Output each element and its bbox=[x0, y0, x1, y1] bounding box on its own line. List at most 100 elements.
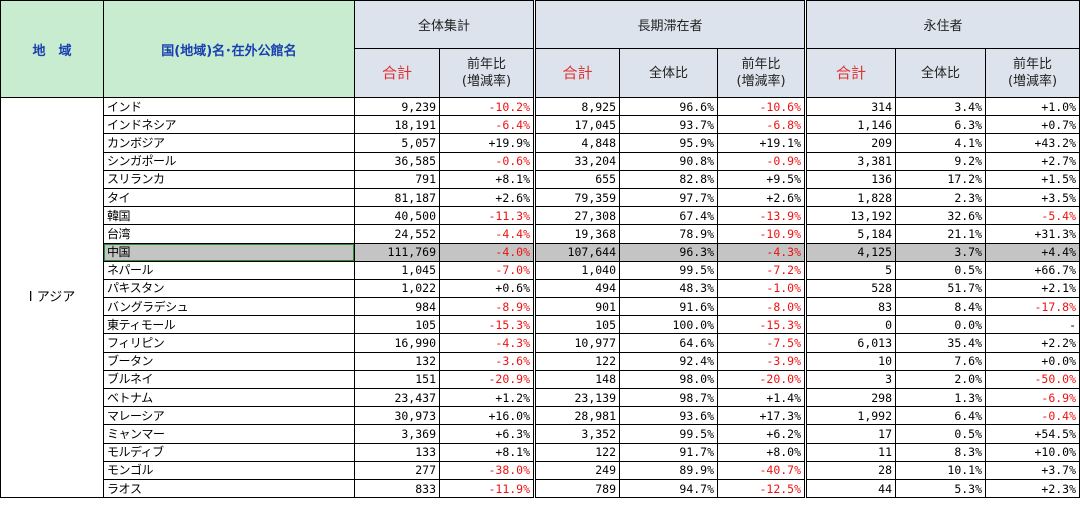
long-stay-share-cell[interactable]: 96.3% bbox=[619, 242, 719, 262]
country-name-cell[interactable]: 中国 bbox=[103, 242, 355, 262]
permanent-share-cell[interactable]: 35.4% bbox=[895, 333, 987, 353]
long-stay-share-cell[interactable]: 95.9% bbox=[619, 133, 719, 153]
permanent-share-cell[interactable]: 51.7% bbox=[895, 278, 987, 299]
table-row[interactable]: パキスタン 1,022 +0.6% 494 48.3% -1.0% 528 51.7% +2.1… bbox=[1, 278, 1080, 299]
long-stay-share-cell[interactable]: 99.5% bbox=[619, 260, 719, 280]
table-row[interactable]: ブータン 132 -3.6% 122 92.4% -3.9% 10 7.6% +0.0% bbox=[1, 351, 1080, 371]
total-yoy-cell[interactable]: -20.9% bbox=[438, 369, 536, 390]
permanent-value-cell[interactable]: 28 bbox=[804, 460, 897, 480]
total-value-cell[interactable]: 791 bbox=[354, 169, 440, 189]
long-stay-yoy-cell[interactable]: -7.5% bbox=[717, 333, 807, 353]
total-value-cell[interactable]: 81,187 bbox=[354, 187, 440, 208]
total-yoy-cell[interactable]: -38.0% bbox=[438, 460, 536, 480]
total-yoy-cell[interactable]: +8.1% bbox=[438, 442, 536, 462]
permanent-value-cell[interactable]: 136 bbox=[804, 169, 897, 189]
table-row[interactable]: ベトナム 23,437 +1.2% 23,139 98.7% +1.4% 298 1.3% -6… bbox=[1, 387, 1080, 408]
permanent-value-cell[interactable]: 11 bbox=[804, 442, 897, 462]
long-stay-value-cell[interactable]: 789 bbox=[533, 478, 621, 499]
total-yoy-cell[interactable]: +19.9% bbox=[438, 133, 536, 153]
permanent-yoy-cell[interactable]: +4.4% bbox=[985, 242, 1080, 262]
country-name-cell[interactable]: マレーシア bbox=[103, 406, 355, 426]
long-stay-value-cell[interactable]: 28,981 bbox=[533, 406, 621, 426]
permanent-value-cell[interactable]: 83 bbox=[804, 297, 897, 317]
total-value-cell[interactable]: 133 bbox=[354, 442, 440, 462]
country-name-cell[interactable]: フィリピン bbox=[103, 333, 355, 353]
long-stay-yoy-cell[interactable]: -1.0% bbox=[717, 278, 807, 299]
permanent-value-cell[interactable]: 5,184 bbox=[804, 224, 897, 244]
long-stay-yoy-cell[interactable]: -6.8% bbox=[717, 115, 807, 135]
permanent-yoy-cell[interactable]: +1.0% bbox=[985, 96, 1080, 117]
permanent-share-cell[interactable]: 8.4% bbox=[895, 297, 987, 317]
long-stay-share-cell[interactable]: 99.5% bbox=[619, 424, 719, 444]
total-yoy-cell[interactable]: -11.3% bbox=[438, 206, 536, 226]
total-yoy-cell[interactable]: +8.1% bbox=[438, 169, 536, 189]
permanent-yoy-cell[interactable]: +2.1% bbox=[985, 278, 1080, 299]
country-name-cell[interactable]: ブータン bbox=[103, 351, 355, 371]
permanent-yoy-cell[interactable]: +10.0% bbox=[985, 442, 1080, 462]
long-stay-value-cell[interactable]: 4,848 bbox=[533, 133, 621, 153]
permanent-share-cell[interactable]: 7.6% bbox=[895, 351, 987, 371]
total-value-cell[interactable]: 277 bbox=[354, 460, 440, 480]
permanent-yoy-cell[interactable]: -17.8% bbox=[985, 297, 1080, 317]
total-value-cell[interactable]: 30,973 bbox=[354, 406, 440, 426]
permanent-share-cell[interactable]: 6.4% bbox=[895, 406, 987, 426]
permanent-share-cell[interactable]: 8.3% bbox=[895, 442, 987, 462]
long-stay-yoy-cell[interactable]: -13.9% bbox=[717, 206, 807, 226]
permanent-yoy-cell[interactable]: +3.5% bbox=[985, 187, 1080, 208]
country-name-cell[interactable]: 東ティモール bbox=[103, 315, 355, 335]
permanent-share-cell[interactable]: 17.2% bbox=[895, 169, 987, 189]
permanent-value-cell[interactable]: 1,146 bbox=[804, 115, 897, 135]
permanent-share-cell[interactable]: 32.6% bbox=[895, 206, 987, 226]
total-yoy-cell[interactable]: -6.4% bbox=[438, 115, 536, 135]
table-row[interactable]: Ⅰ アジア インド 9,239 -10.2% 8,925 96.6% -10.6% 314 3.… bbox=[0, 96, 1080, 499]
permanent-value-cell[interactable]: 6,013 bbox=[804, 333, 897, 353]
permanent-value-cell[interactable]: 13,192 bbox=[804, 206, 897, 226]
total-value-cell[interactable]: 105 bbox=[354, 315, 440, 335]
table-row[interactable]: ネパール 1,045 -7.0% 1,040 99.5% -7.2% 5 0.5% +66.7% bbox=[1, 260, 1080, 280]
country-name-cell[interactable]: ラオス bbox=[103, 478, 355, 499]
long-stay-value-cell[interactable]: 105 bbox=[533, 315, 621, 335]
table-row[interactable]: ラオス 833 -11.9% 789 94.7% -12.5% 44 5.3% +2.3% bbox=[1, 478, 1080, 499]
long-stay-share-cell[interactable]: 98.0% bbox=[619, 369, 719, 390]
long-stay-yoy-cell[interactable]: -20.0% bbox=[717, 369, 807, 390]
total-value-cell[interactable]: 36,585 bbox=[354, 151, 440, 171]
total-value-cell[interactable]: 151 bbox=[354, 369, 440, 390]
table-row[interactable]: バングラデシュ 984 -8.9% 901 91.6% -8.0% 83 8.4% -17.8% bbox=[1, 297, 1080, 317]
total-value-cell[interactable]: 1,022 bbox=[354, 278, 440, 299]
table-row[interactable]: 東ティモール 105 -15.3% 105 100.0% -15.3% 0 0.0% - bbox=[1, 315, 1080, 335]
long-stay-share-cell[interactable]: 93.7% bbox=[619, 115, 719, 135]
country-name-cell[interactable]: タイ bbox=[103, 187, 355, 208]
long-stay-share-cell[interactable]: 97.7% bbox=[619, 187, 719, 208]
long-stay-yoy-cell[interactable]: +8.0% bbox=[717, 442, 807, 462]
table-row[interactable]: シンガポール 36,585 -0.6% 33,204 90.8% -0.9% 3,381 9.… bbox=[1, 151, 1080, 171]
long-stay-yoy-cell[interactable]: -15.3% bbox=[717, 315, 807, 335]
long-stay-yoy-cell[interactable]: +2.6% bbox=[717, 187, 807, 208]
permanent-share-cell[interactable]: 10.1% bbox=[895, 460, 987, 480]
permanent-value-cell[interactable]: 1,992 bbox=[804, 406, 897, 426]
permanent-share-cell[interactable]: 2.0% bbox=[895, 369, 987, 390]
permanent-yoy-cell[interactable]: +2.2% bbox=[985, 333, 1080, 353]
permanent-yoy-cell[interactable]: +54.5% bbox=[985, 424, 1080, 444]
long-stay-share-cell[interactable]: 91.6% bbox=[619, 297, 719, 317]
long-stay-share-cell[interactable]: 82.8% bbox=[619, 169, 719, 189]
table-row[interactable]: モンゴル 277 -38.0% 249 89.9% -40.7% 28 10.1% +3.7% bbox=[1, 460, 1080, 480]
total-value-cell[interactable]: 132 bbox=[354, 351, 440, 371]
permanent-yoy-cell[interactable]: +43.2% bbox=[985, 133, 1080, 153]
permanent-share-cell[interactable]: 2.3% bbox=[895, 187, 987, 208]
total-value-cell[interactable]: 23,437 bbox=[354, 387, 440, 408]
total-yoy-cell[interactable]: -7.0% bbox=[438, 260, 536, 280]
long-stay-yoy-cell[interactable]: +1.4% bbox=[717, 387, 807, 408]
total-yoy-cell[interactable]: -4.3% bbox=[438, 333, 536, 353]
long-stay-yoy-cell[interactable]: -7.2% bbox=[717, 260, 807, 280]
country-name-cell[interactable]: カンボジア bbox=[103, 133, 355, 153]
country-name-cell[interactable]: シンガポール bbox=[103, 151, 355, 171]
permanent-yoy-cell[interactable]: +0.0% bbox=[985, 351, 1080, 371]
long-stay-value-cell[interactable]: 3,352 bbox=[533, 424, 621, 444]
long-stay-share-cell[interactable]: 98.7% bbox=[619, 387, 719, 408]
permanent-value-cell[interactable]: 1,828 bbox=[804, 187, 897, 208]
long-stay-yoy-cell[interactable]: +6.2% bbox=[717, 424, 807, 444]
table-row[interactable]: タイ 81,187 +2.6% 79,359 97.7% +2.6% 1,828 2.3% +3… bbox=[1, 187, 1080, 208]
permanent-value-cell[interactable]: 314 bbox=[804, 96, 897, 117]
table-row[interactable]: インドネシア 18,191 -6.4% 17,045 93.7% -6.8% 1,146 6.… bbox=[1, 115, 1080, 135]
permanent-share-cell[interactable]: 3.7% bbox=[895, 242, 987, 262]
